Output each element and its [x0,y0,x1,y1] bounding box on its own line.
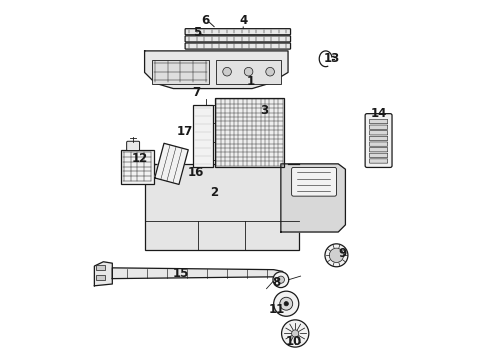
Text: 14: 14 [370,107,387,120]
Text: 11: 11 [269,303,285,316]
Text: 1: 1 [246,75,254,88]
Text: 3: 3 [261,104,269,117]
FancyBboxPatch shape [369,159,388,163]
Text: 4: 4 [239,14,247,27]
FancyBboxPatch shape [369,153,388,158]
Bar [122,149,153,184]
FancyBboxPatch shape [369,148,388,152]
Text: 12: 12 [132,152,148,165]
Bar [215,98,285,167]
Text: 15: 15 [172,267,189,280]
Text: 7: 7 [193,86,200,99]
Text: 17: 17 [177,125,193,138]
Polygon shape [155,143,188,184]
FancyBboxPatch shape [365,114,392,167]
Bar [216,59,281,84]
Circle shape [266,67,274,76]
Circle shape [277,276,285,283]
Text: 2: 2 [211,186,219,199]
Circle shape [284,302,289,306]
Bar [193,105,213,167]
Polygon shape [281,164,345,232]
Polygon shape [95,262,112,286]
FancyBboxPatch shape [185,36,291,42]
Text: 10: 10 [285,335,301,348]
Circle shape [223,67,231,76]
Circle shape [325,244,348,267]
Circle shape [245,67,253,76]
FancyBboxPatch shape [126,141,140,150]
Text: 5: 5 [193,27,201,40]
FancyBboxPatch shape [369,120,388,124]
Bar [96,265,105,270]
FancyBboxPatch shape [185,43,291,49]
FancyBboxPatch shape [369,131,388,135]
Text: 13: 13 [324,51,340,64]
Circle shape [329,248,343,262]
Circle shape [274,291,299,316]
Polygon shape [112,268,283,279]
Bar [96,275,105,280]
Text: 6: 6 [201,14,210,27]
Polygon shape [145,51,288,89]
FancyBboxPatch shape [369,125,388,129]
Circle shape [273,272,289,288]
FancyBboxPatch shape [292,167,337,196]
Bar [152,59,209,84]
Circle shape [282,320,309,347]
FancyBboxPatch shape [185,29,291,35]
Text: 9: 9 [338,247,346,260]
Text: 16: 16 [188,166,204,179]
FancyBboxPatch shape [369,136,388,141]
Circle shape [292,330,299,337]
Bar [145,164,299,250]
FancyBboxPatch shape [369,142,388,146]
Text: 8: 8 [272,276,280,289]
Circle shape [280,297,293,310]
